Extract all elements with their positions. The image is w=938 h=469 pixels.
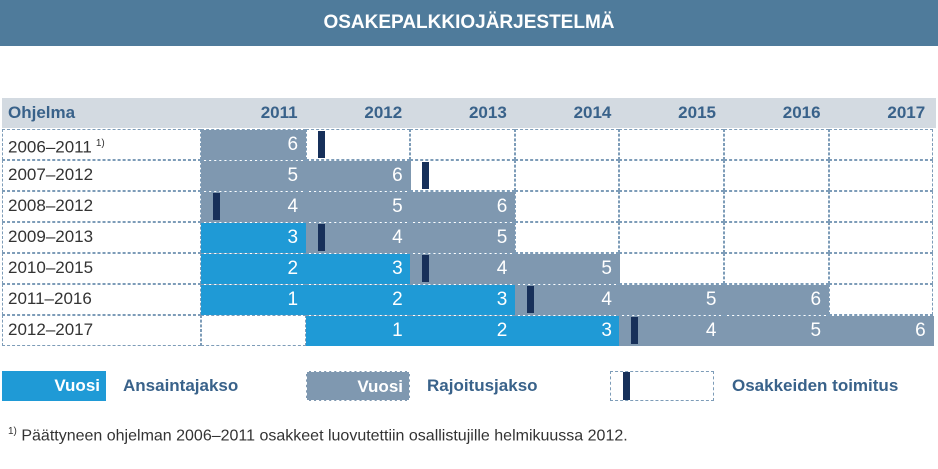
header-year-2016: 2016 bbox=[782, 103, 821, 122]
legend-restrict-label: Rajoitusjakso bbox=[427, 376, 538, 395]
footnote-mark: 1) bbox=[8, 426, 17, 437]
program-label: 2011–2016 bbox=[8, 289, 92, 308]
earning-year-bar: 2 bbox=[305, 285, 411, 315]
legend-delivery-marker bbox=[623, 372, 630, 400]
restriction-year-bar: 5 bbox=[305, 192, 411, 222]
header-year-2013: 2013 bbox=[468, 103, 507, 122]
grid-cell bbox=[828, 253, 934, 284]
grid-cell bbox=[724, 129, 829, 160]
header-year-2011: 2011 bbox=[260, 103, 298, 122]
grid-cell bbox=[828, 284, 934, 315]
grid-cell bbox=[410, 129, 515, 160]
earning-year-bar: 3 bbox=[410, 285, 516, 315]
header-year-2012: 2012 bbox=[364, 103, 403, 122]
earning-year-bar: 3 bbox=[305, 254, 411, 284]
grid-cell bbox=[514, 191, 620, 222]
earning-year-bar: 3 bbox=[514, 316, 620, 346]
grid-cell bbox=[724, 160, 829, 191]
grid-cell bbox=[828, 191, 934, 222]
share-delivery-marker bbox=[422, 162, 430, 189]
program-label: 2006–2011 1) bbox=[8, 137, 105, 157]
restriction-year-bar: 6 bbox=[410, 192, 516, 222]
row-label-cell bbox=[2, 284, 201, 315]
legend-earn-swatch: Vuosi bbox=[2, 371, 106, 401]
earning-year-bar: 2 bbox=[201, 254, 307, 284]
footnote-text: Päättyneen ohjelman 2006–2011 osakkeet l… bbox=[21, 427, 628, 445]
legend-earn-label: Ansaintajakso bbox=[123, 376, 239, 395]
restriction-year-bar: 5 bbox=[201, 161, 307, 191]
legend-delivery-label: Osakkeiden toimitus bbox=[732, 376, 899, 395]
grid-cell bbox=[514, 222, 620, 253]
share-delivery-marker bbox=[422, 255, 430, 282]
header-year-2017: 2017 bbox=[887, 103, 926, 122]
legend-delivery-swatch bbox=[610, 371, 714, 401]
header-program-label: Ohjelma bbox=[8, 103, 76, 122]
share-delivery-marker bbox=[213, 193, 220, 220]
row-label-cell bbox=[2, 160, 201, 191]
restriction-year-bar: 6 bbox=[724, 285, 830, 315]
restriction-year-bar: 5 bbox=[410, 223, 516, 253]
restriction-year-bar: 5 bbox=[619, 285, 725, 315]
page-title: OSAKEPALKKIOJÄRJESTELMÄ bbox=[0, 0, 938, 46]
grid-cell bbox=[724, 191, 829, 222]
row-label-cell bbox=[2, 191, 201, 222]
grid-cell bbox=[828, 129, 934, 160]
header-year-2014: 2014 bbox=[573, 103, 612, 122]
grid-cell bbox=[514, 129, 620, 160]
grid-cell bbox=[724, 222, 829, 253]
program-label: 2012–2017 bbox=[8, 320, 94, 339]
row-label-cell bbox=[2, 315, 201, 346]
restriction-year-bar: 5 bbox=[514, 254, 620, 284]
row-label-cell bbox=[2, 129, 201, 160]
restriction-year-bar: 6 bbox=[201, 130, 307, 160]
earning-year-bar: 1 bbox=[201, 285, 307, 315]
row-label-cell bbox=[2, 253, 201, 284]
earning-year-bar: 1 bbox=[305, 316, 411, 346]
row-label-cell bbox=[2, 222, 201, 253]
share-delivery-marker bbox=[317, 224, 325, 251]
restriction-year-bar: 6 bbox=[828, 316, 934, 346]
share-delivery-marker bbox=[631, 317, 639, 344]
program-label: 2008–2012 bbox=[8, 196, 94, 215]
footnote: 1) Päättyneen ohjelman 2006–2011 osakkee… bbox=[8, 426, 628, 445]
grid-cell bbox=[724, 253, 829, 284]
grid-cell bbox=[201, 315, 306, 346]
grid-cell bbox=[619, 160, 724, 191]
program-label: 2010–2015 bbox=[8, 258, 94, 277]
grid-cell bbox=[619, 253, 724, 284]
program-label: 2007–2012 bbox=[8, 165, 94, 184]
program-note: 1) bbox=[95, 138, 105, 149]
restriction-year-bar: 5 bbox=[724, 316, 830, 346]
earning-year-bar: 2 bbox=[410, 316, 516, 346]
share-delivery-marker bbox=[526, 286, 534, 313]
share-delivery-marker bbox=[317, 131, 325, 158]
grid-cell bbox=[619, 222, 724, 253]
legend-restrict-swatch: Vuosi bbox=[306, 371, 410, 401]
grid-cell bbox=[619, 129, 724, 160]
earning-year-bar: 3 bbox=[201, 223, 307, 253]
restriction-year-bar: 6 bbox=[305, 161, 411, 191]
grid-cell bbox=[619, 191, 724, 222]
header-bar bbox=[2, 98, 936, 128]
header-year-2015: 2015 bbox=[678, 103, 716, 122]
program-label: 2009–2013 bbox=[8, 227, 94, 246]
legend-restrict-swatch-text: Vuosi bbox=[357, 377, 403, 396]
grid-cell bbox=[514, 160, 620, 191]
legend-earn-swatch-text: Vuosi bbox=[54, 376, 100, 395]
grid-cell bbox=[828, 160, 934, 191]
grid-cell bbox=[828, 222, 934, 253]
